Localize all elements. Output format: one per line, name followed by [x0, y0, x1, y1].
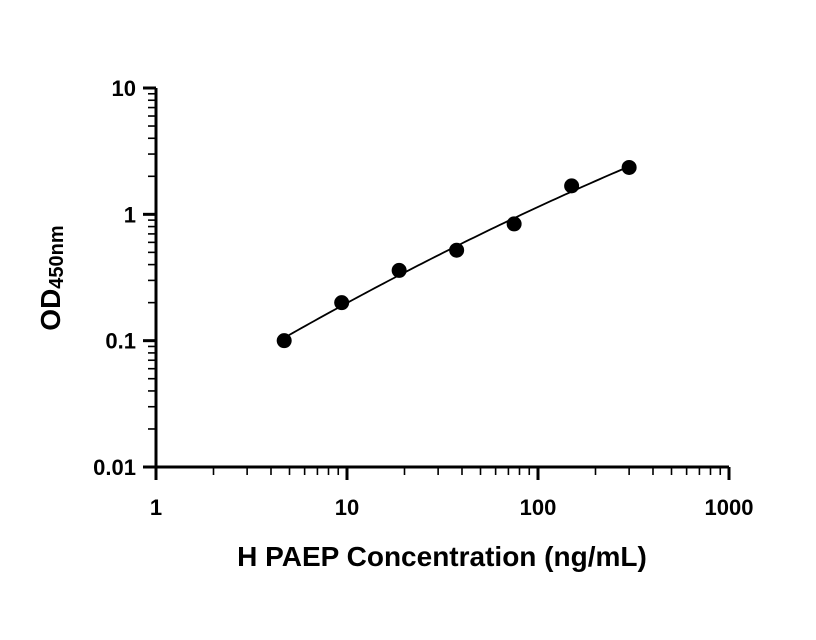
x-axis-title: H PAEP Concentration (ng/mL)	[237, 541, 647, 572]
y-tick-label: 1	[124, 202, 136, 227]
x-tick-label: 100	[520, 495, 557, 520]
tick-labels: 1 10 100 1000 0.01 0.1 1 10	[93, 76, 753, 520]
major-ticks	[143, 86, 731, 480]
data-point	[334, 295, 350, 311]
data-points	[276, 159, 637, 349]
y-axis-title-main: OD	[35, 289, 66, 331]
y-tick-label: 0.1	[105, 329, 136, 354]
data-point	[391, 262, 407, 278]
data-point	[564, 178, 580, 194]
x-tick-label: 10	[335, 495, 359, 520]
x-tick-label: 1000	[705, 495, 754, 520]
data-point	[449, 242, 465, 258]
y-axis-title: OD450nm	[35, 225, 68, 330]
data-point	[276, 333, 292, 349]
x-tick-label: 1	[150, 495, 162, 520]
y-tick-label: 0.01	[93, 455, 136, 480]
minor-ticks	[148, 92, 722, 475]
y-axis-title-sub: 450nm	[46, 225, 68, 288]
y-tick-label: 10	[112, 76, 136, 101]
axes	[154, 88, 729, 469]
data-point	[506, 216, 522, 232]
data-point	[621, 159, 637, 175]
